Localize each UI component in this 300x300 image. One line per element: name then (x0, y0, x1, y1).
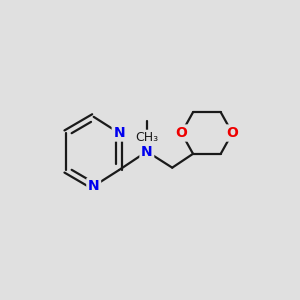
Text: N: N (113, 126, 125, 140)
Text: CH₃: CH₃ (135, 131, 158, 144)
Text: N: N (88, 179, 100, 193)
Text: O: O (226, 126, 238, 140)
Text: N: N (141, 145, 153, 158)
Text: O: O (176, 126, 188, 140)
